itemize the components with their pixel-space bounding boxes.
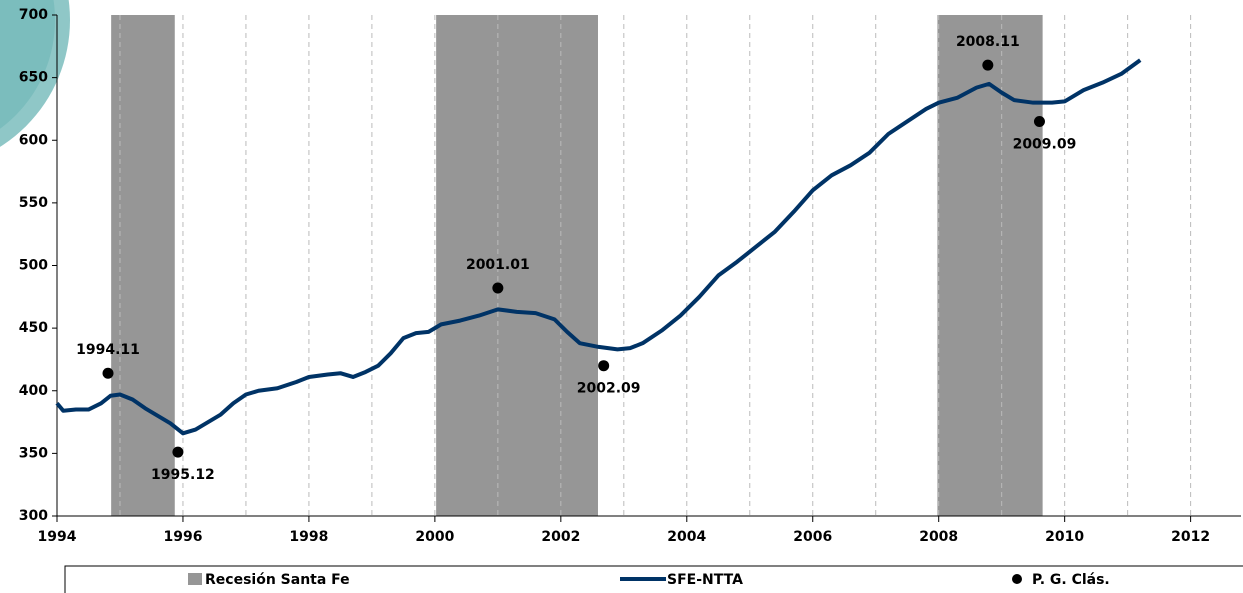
turning-point xyxy=(102,367,114,379)
x-tick-label: 2002 xyxy=(541,529,580,545)
point-label: 2002.09 xyxy=(577,381,641,397)
turning-point xyxy=(492,282,504,294)
legend-swatch xyxy=(1012,574,1022,584)
y-tick-label: 500 xyxy=(19,258,48,274)
turning-point xyxy=(598,360,610,372)
turning-point xyxy=(172,446,184,458)
x-tick-label: 2004 xyxy=(667,529,706,545)
x-tick-label: 2012 xyxy=(1171,529,1210,545)
turning-point xyxy=(1033,115,1045,127)
legend-label: P. G. Clás. xyxy=(1032,572,1110,588)
point-label: 1995.12 xyxy=(151,467,215,483)
legend-box xyxy=(64,565,1243,593)
x-tick-label: 1998 xyxy=(289,529,328,545)
decoration xyxy=(0,0,70,147)
point-label: 2008.11 xyxy=(956,34,1020,50)
x-tick-label: 1994 xyxy=(38,529,77,545)
y-tick-label: 400 xyxy=(19,383,48,399)
point-label: 2009.09 xyxy=(1013,136,1077,152)
turning-point xyxy=(982,59,994,71)
x-tick-label: 2006 xyxy=(793,529,832,545)
plot-area: 1994 1996 1998 2000 2002 2004 2006 2008 2010 2012… xyxy=(19,7,1241,545)
point-label: 2001.01 xyxy=(466,257,530,273)
legend-swatch xyxy=(188,573,202,585)
legend-label: Recesión Santa Fe xyxy=(205,572,350,588)
y-tick-label: 650 xyxy=(19,70,48,86)
legend-label: SFE-NTTA xyxy=(667,572,743,588)
y-tick-label: 550 xyxy=(19,195,48,211)
y-tick-label: 600 xyxy=(19,132,48,148)
recession-band xyxy=(111,15,175,516)
point-label: 1994.11 xyxy=(76,342,140,358)
recession-band xyxy=(937,15,1043,516)
y-tick-label: 700 xyxy=(19,7,48,23)
series-line xyxy=(55,58,1142,436)
y-tick-label: 450 xyxy=(19,320,48,336)
decoration xyxy=(0,0,55,129)
x-tick-label: 2008 xyxy=(919,529,958,545)
x-tick-label: 2000 xyxy=(415,529,454,545)
y-tick-label: 300 xyxy=(19,508,48,524)
x-tick-label: 1996 xyxy=(163,529,202,545)
recession-band xyxy=(436,15,598,516)
x-tick-label: 2010 xyxy=(1045,529,1084,545)
y-tick-label: 350 xyxy=(19,445,48,461)
